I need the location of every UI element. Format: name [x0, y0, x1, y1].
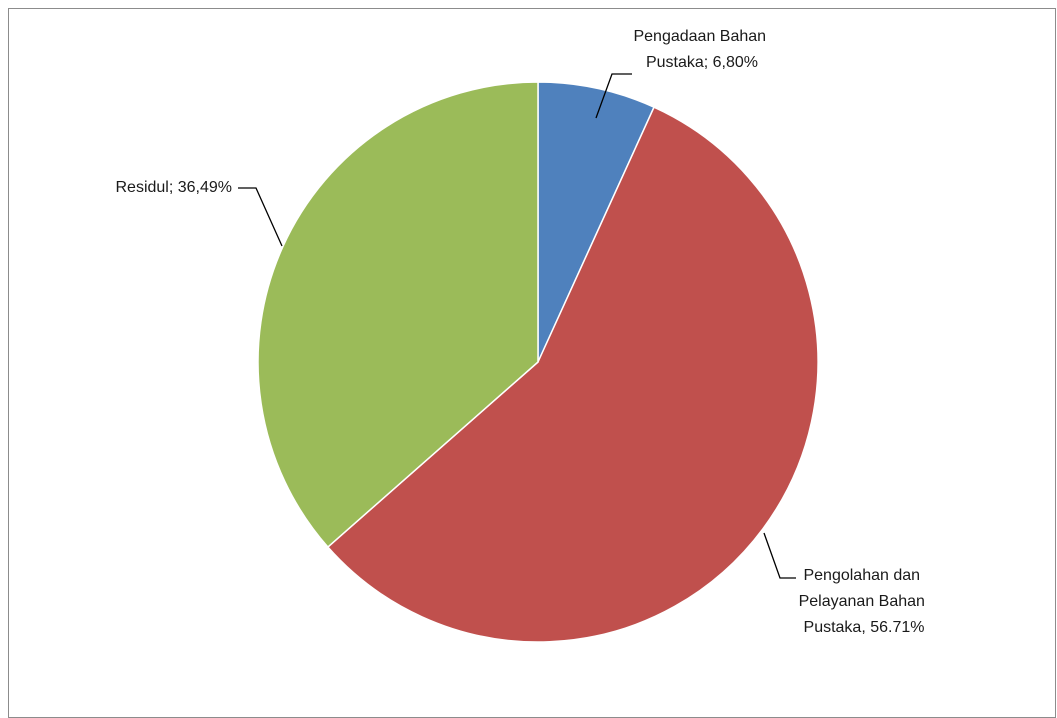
leader-lines: [238, 73, 796, 579]
label-residul-line-1: Residul; 36,49%: [115, 179, 232, 196]
label-pengadaan-line-2: Pustaka; 6,80%: [646, 54, 758, 71]
label-pengolahan-line-2: Pelayanan Bahan: [799, 593, 925, 610]
label-pengolahan: Pengolahan dan Pelayanan Bahan Pustaka, …: [799, 567, 930, 636]
leader-pengolahan: [763, 532, 796, 579]
leader-pengadaan: [595, 73, 632, 119]
leader-residul: [238, 187, 283, 247]
slice-pengadaan: [537, 81, 656, 363]
slice-pengolahan: [326, 106, 819, 643]
label-pengolahan-line-1: Pengolahan dan: [803, 567, 920, 584]
label-residul: Residul; 36,49%: [115, 179, 232, 196]
pie-slices: [257, 81, 819, 643]
label-pengolahan-line-3: Pustaka, 56.71%: [804, 619, 925, 636]
slice-residul: [257, 81, 539, 549]
label-pengadaan-line-1: Pengadaan Bahan: [633, 28, 766, 45]
label-pengadaan: Pengadaan Bahan Pustaka; 6,80%: [633, 28, 770, 71]
